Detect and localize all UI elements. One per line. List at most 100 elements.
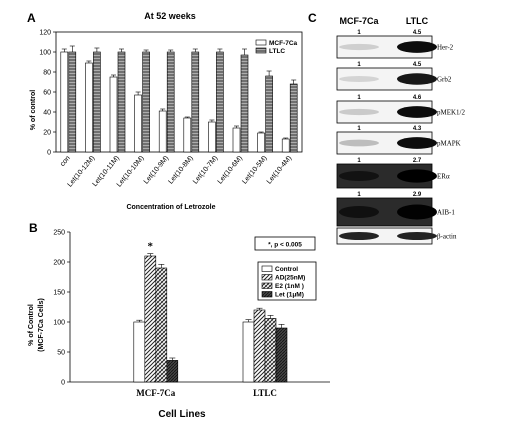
- legend-swatch: [261, 274, 273, 281]
- bar-ltlc: [142, 51, 150, 153]
- y-tick-label: 50: [57, 350, 65, 357]
- bar-e2-1nm-: [155, 267, 168, 383]
- x-tick-label: Let(10-7M): [192, 155, 219, 186]
- chart-a-xlabel: Concentration of Letrozole: [126, 204, 215, 211]
- bar-control: [133, 321, 146, 383]
- y-tick-label: 20: [43, 130, 51, 137]
- y-tick-label: 100: [39, 50, 51, 57]
- band-mcf7ca: [339, 171, 379, 181]
- band-ltlc: [397, 106, 437, 118]
- legend-label: Control: [275, 266, 298, 273]
- legend-label: AD(25nM): [275, 275, 305, 282]
- legend-swatch: [255, 47, 267, 54]
- x-tick-label: Let(10-5M): [241, 155, 268, 186]
- band-mcf7ca: [339, 75, 379, 83]
- bar-mcf7ca: [281, 138, 290, 153]
- chart-b-ylabel: % of Control: [28, 304, 35, 346]
- x-tick-label: Let(10-8M): [167, 155, 194, 186]
- blot-fold-mcf7ca: 1: [357, 62, 361, 68]
- blot-fold-ltlc: 2.7: [413, 158, 422, 164]
- bar-ltlc: [265, 75, 273, 153]
- legend-label: MCF-7Ca: [269, 40, 298, 47]
- panel-label-c: C: [308, 11, 317, 25]
- significance-box: [254, 236, 316, 251]
- chart-b-xlabel: Cell Lines: [158, 409, 206, 420]
- band-mcf7ca: [339, 108, 379, 116]
- y-tick-label: 120: [39, 30, 51, 37]
- bar-mcf7ca: [208, 121, 216, 153]
- band-mcf7ca: [339, 205, 379, 219]
- bar-let-1-m-: [275, 327, 288, 383]
- band-ltlc: [397, 137, 437, 149]
- western-blot: MCF-7Ca LTLC 1 4.5 Her-2 1 4.5 Grb2 1 4.6 pMEK1/…: [336, 16, 466, 245]
- bar-ad-25nm-: [144, 255, 157, 383]
- legend-label: Let (1μM): [275, 292, 304, 299]
- bar-control: [242, 321, 255, 383]
- blot-fold-ltlc: 4.5: [413, 30, 422, 36]
- bar-mcf7ca: [183, 117, 192, 153]
- band-ltlc: [397, 169, 437, 183]
- blot-label: AIB-1: [437, 209, 455, 217]
- bar-ltlc: [68, 51, 77, 153]
- blot-label: Her-2: [437, 44, 454, 52]
- chart-a-title: At 52 weeks: [144, 11, 196, 21]
- band-mcf7ca: [339, 43, 379, 51]
- significance-note: *, p < 0.005: [268, 242, 302, 249]
- band-ltlc: [397, 41, 437, 53]
- legend-label: LTLC: [269, 48, 285, 55]
- panel-label-a: A: [27, 11, 36, 25]
- blot-fold-mcf7ca: 1: [357, 95, 361, 101]
- chart-a: At 52 weeks % of control Concentration o…: [30, 11, 303, 211]
- chart-b-legend: Control AD(25nM)E2 (1nM ) Let (1μM): [257, 261, 317, 301]
- bar-let-1-m-: [166, 360, 179, 383]
- bar-ltlc: [93, 51, 101, 153]
- blot-label: ERα: [437, 173, 450, 181]
- bar-mcf7ca: [60, 51, 69, 153]
- bar-ltlc: [289, 83, 298, 153]
- blot-label: pMAPK: [437, 140, 461, 148]
- x-tick-label: Let(10-4M): [266, 155, 293, 186]
- y-tick-label: 80: [43, 70, 51, 77]
- chart-a-ylabel: % of control: [30, 90, 37, 130]
- y-tick-label: 150: [53, 290, 65, 297]
- x-category-label: LTLC: [253, 388, 277, 398]
- legend-swatch: [261, 265, 273, 272]
- chart-b-ylabel2: (MCF-7Ca Cells): [38, 298, 45, 352]
- blot-fold-mcf7ca: 1: [357, 30, 361, 36]
- bar-mcf7ca: [158, 110, 167, 153]
- bar-e2-1nm-: [264, 318, 277, 383]
- legend-swatch: [255, 39, 267, 46]
- panel-label-b: B: [29, 221, 38, 235]
- blot-label: pMEK1/2: [437, 109, 466, 117]
- band-mcf7ca: [339, 139, 379, 147]
- bar-mcf7ca: [134, 94, 142, 153]
- legend-swatch: [261, 291, 273, 298]
- blot-fold-ltlc: 4.5: [413, 62, 422, 68]
- blot-fold-mcf7ca: 1: [357, 126, 361, 132]
- legend-swatch: [261, 282, 273, 289]
- blot-fold-mcf7ca: 1: [357, 158, 361, 164]
- bar-ltlc: [166, 51, 175, 153]
- bar-ltlc: [216, 51, 224, 153]
- x-tick-label: con: [59, 155, 72, 168]
- y-tick-label: 0: [61, 380, 65, 387]
- blot-fold-ltlc: 4.6: [413, 95, 422, 101]
- blot-column-ltlc: LTLC: [406, 16, 429, 26]
- y-tick-label: 100: [53, 320, 65, 327]
- significance-star: *: [148, 241, 154, 253]
- blot-label: Grb2: [437, 76, 452, 84]
- y-tick-label: 200: [53, 260, 65, 267]
- y-tick-label: 250: [53, 230, 65, 237]
- band-ltlc: [397, 73, 437, 85]
- blot-column-mcf7ca: MCF-7Ca: [339, 16, 379, 26]
- y-tick-label: 60: [43, 90, 51, 97]
- y-tick-label: 0: [47, 150, 51, 157]
- x-tick-label: Let(10-6M): [217, 155, 244, 186]
- bar-ad-25nm-: [253, 309, 266, 383]
- band-ltlc: [397, 204, 437, 220]
- band-mcf7ca: [339, 231, 379, 241]
- bar-mcf7ca: [109, 76, 118, 153]
- x-category-label: MCF-7Ca: [136, 388, 175, 398]
